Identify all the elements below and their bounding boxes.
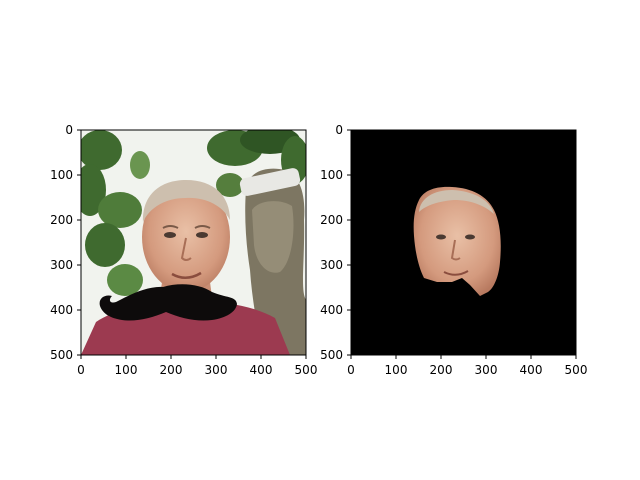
left-y-tick-label: 100	[50, 168, 73, 182]
left-x-tick-label: 0	[77, 363, 85, 377]
right-x-tick-label: 500	[565, 363, 588, 377]
right-x-tick-label: 200	[430, 363, 453, 377]
right-y-tick-label: 300	[320, 258, 343, 272]
left-x-tick-label: 100	[115, 363, 138, 377]
left-x-tick-label: 500	[295, 363, 318, 377]
right-y-tick-label: 200	[320, 213, 343, 227]
photo-image	[81, 130, 306, 355]
right-y-tick-label: 400	[320, 303, 343, 317]
left-image-panel: 0 100 200 300 400 500 0 100 200 300 400 500	[50, 123, 317, 377]
right-y-tick-label: 0	[335, 123, 343, 137]
right-x-tick-label: 400	[520, 363, 543, 377]
right-x-tick-label: 100	[385, 363, 408, 377]
left-axes-frame	[80, 129, 307, 356]
right-y-tick-label: 500	[320, 348, 343, 362]
left-y-tick-label: 300	[50, 258, 73, 272]
right-x-tick-label: 0	[347, 363, 355, 377]
left-x-tick-label: 200	[160, 363, 183, 377]
right-x-tick-label: 300	[475, 363, 498, 377]
right-x-axis: 0 100 200 300 400 500	[347, 355, 587, 377]
mask-image	[351, 130, 576, 355]
left-y-tick-label: 500	[50, 348, 73, 362]
left-y-tick-label: 0	[65, 123, 73, 137]
right-axes-frame	[350, 129, 577, 356]
left-y-tick-label: 200	[50, 213, 73, 227]
right-y-tick-label: 100	[320, 168, 343, 182]
left-x-tick-label: 400	[250, 363, 273, 377]
left-x-axis: 0 100 200 300 400 500	[77, 355, 317, 377]
left-x-tick-label: 300	[205, 363, 228, 377]
left-y-tick-label: 400	[50, 303, 73, 317]
right-y-axis: 0 100 200 300 400 500	[320, 123, 351, 362]
right-image-panel: 0 100 200 300 400 500 0 100 200 300 400 500	[320, 123, 587, 377]
left-y-axis: 0 100 200 300 400 500	[50, 123, 81, 362]
